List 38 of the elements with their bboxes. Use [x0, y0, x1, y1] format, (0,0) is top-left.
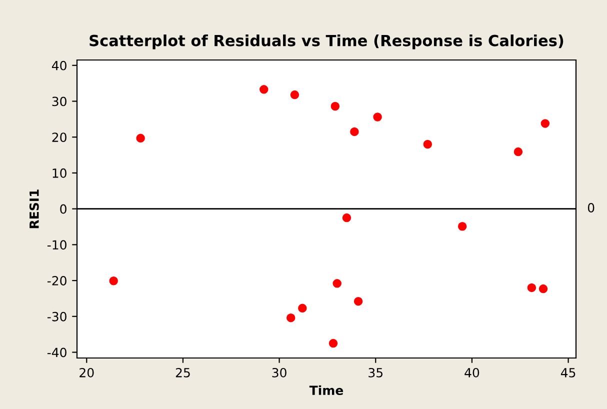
- y-tick-label: -10: [47, 240, 66, 250]
- x-axis-title: Time: [309, 385, 344, 396]
- point: [354, 296, 363, 306]
- point: [109, 276, 118, 286]
- point: [260, 85, 268, 94]
- chart-title: Scatterplot of Residuals vs Time (Response is Calories): [90, 34, 564, 50]
- point: [290, 90, 300, 100]
- point: [527, 283, 536, 292]
- y-tick-label: 40: [52, 60, 66, 70]
- point: [373, 112, 382, 122]
- x-tick-label: 30: [272, 368, 286, 378]
- x-tick-label: 35: [368, 368, 382, 378]
- point: [540, 119, 550, 128]
- y-tick-label: -20: [47, 276, 66, 286]
- y-tick-label: 0: [60, 204, 66, 214]
- y-tick-label: -30: [47, 312, 66, 322]
- ref-line-label: 0: [588, 202, 594, 212]
- point: [286, 313, 296, 322]
- y-tick-label: 30: [52, 96, 66, 106]
- y-tick-label: 20: [52, 132, 66, 142]
- x-tick-label: 20: [80, 368, 94, 378]
- x-tick-label: 40: [464, 368, 480, 378]
- point: [332, 279, 342, 288]
- y-tick-label: -40: [47, 348, 66, 358]
- point: [330, 102, 340, 111]
- y-axis-title: RESI1: [29, 190, 39, 228]
- point: [458, 222, 467, 231]
- x-tick-label: 25: [176, 368, 190, 378]
- y-tick-label: 10: [52, 168, 66, 178]
- point: [514, 147, 523, 156]
- point: [538, 284, 548, 294]
- point: [328, 338, 338, 348]
- point: [342, 213, 352, 222]
- point: [298, 304, 307, 313]
- point: [136, 134, 145, 143]
- point: [423, 140, 432, 149]
- point: [350, 127, 359, 136]
- x-tick-label: 45: [560, 368, 576, 378]
